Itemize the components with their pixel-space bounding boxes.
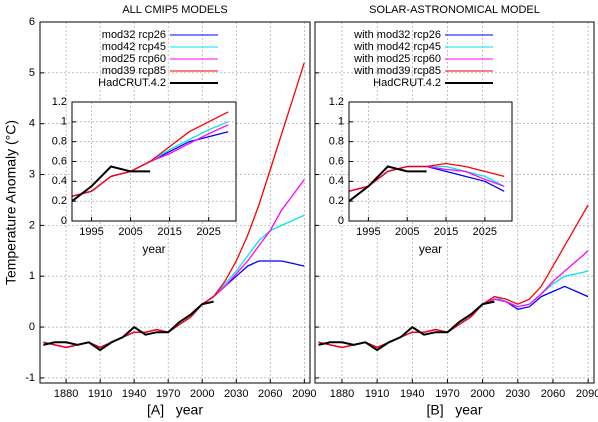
x-tick-label: 1910 [88,388,112,400]
y-tick-label: 0 [29,321,35,333]
x-tick-label: 1970 [435,388,459,400]
y-tick-label: 0.8 [52,136,67,148]
x-tick-label: 2030 [506,388,530,400]
y-tick-label: 5 [29,67,35,79]
y-tick-label: 2 [29,219,35,231]
x-tick-label: 2060 [541,388,565,400]
x-tick-label: 1995 [356,226,380,238]
series-line [348,162,505,192]
plot-frame [314,21,595,384]
legend-label: mod39 rcp85 [102,65,166,77]
legend-label: with mod42 rcp45 [353,41,441,53]
y-tick-label: 0.2 [52,195,67,207]
y-axis-label: Temperature Anomaly (°C) [3,120,19,285]
x-axis-label: year [419,242,442,256]
x-tick-label: 2025 [196,226,220,238]
x-tick-label: 2090 [292,388,316,400]
x-axis-label: year [142,242,165,256]
y-tick-label: 1.2 [329,96,344,108]
series-line [318,300,495,352]
y-tick-label: 1 [29,270,35,282]
x-tick-label: 2090 [576,388,598,400]
legend-label: mod32 rcp26 [102,29,166,41]
x-tick-label: 2000 [470,388,494,400]
y-tick-label: 0.4 [329,175,344,187]
chart-title: ALL CMIP5 MODELS [122,4,227,16]
x-tick-label: 2015 [157,226,181,238]
plot-frame [348,101,513,222]
legend-label: mod25 rcp60 [102,53,166,65]
y-tick-label: 1 [338,116,344,128]
series-line [43,300,214,352]
legend-label: with mod39 rcp85 [353,65,441,77]
x-tick-label: 1940 [122,388,146,400]
legend-label: mod42 rcp45 [102,41,166,53]
x-tick-label: 1880 [330,388,354,400]
chart-title: SOLAR-ASTRONOMICAL MODEL [369,4,540,16]
plot-frame [39,21,311,384]
y-tick-label: 0.6 [52,155,67,167]
x-axis-label: [B] year [426,402,482,418]
plot-frame [71,101,237,222]
y-tick-label: -1 [25,372,35,384]
x-tick-label: 1880 [54,388,78,400]
legend-label: HadCRUT.4.2 [98,77,166,89]
x-tick-label: 1970 [156,388,180,400]
y-tick-label: 3 [29,168,35,180]
y-tick-label: 0 [338,215,344,227]
x-tick-label: 1910 [365,388,389,400]
x-tick-label: 1995 [79,226,103,238]
x-tick-label: 2005 [395,226,419,238]
x-tick-label: 2005 [118,226,142,238]
series-line [71,111,229,197]
y-tick-label: 0 [61,215,67,227]
x-tick-label: 2060 [258,388,282,400]
legend-label: with mod32 rcp26 [353,29,441,41]
y-tick-label: 1 [61,116,67,128]
x-axis-label: [A] year [147,402,203,418]
x-tick-label: 2000 [190,388,214,400]
legend-label: HadCRUT.4.2 [373,77,441,89]
y-tick-label: 0.8 [329,136,344,148]
y-tick-label: 0.2 [329,195,344,207]
x-tick-label: 2030 [224,388,248,400]
y-tick-label: 1.2 [52,96,67,108]
legend-label: with mod25 rcp60 [353,53,441,65]
x-tick-label: 2015 [434,226,458,238]
y-tick-label: 4 [29,118,35,130]
series-line [71,165,151,202]
series-line [348,165,427,202]
y-tick-label: 6 [29,16,35,28]
x-tick-label: 2025 [473,226,497,238]
x-tick-label: 1940 [400,388,424,400]
y-tick-label: 0.6 [329,155,344,167]
y-tick-label: 0.4 [52,175,67,187]
